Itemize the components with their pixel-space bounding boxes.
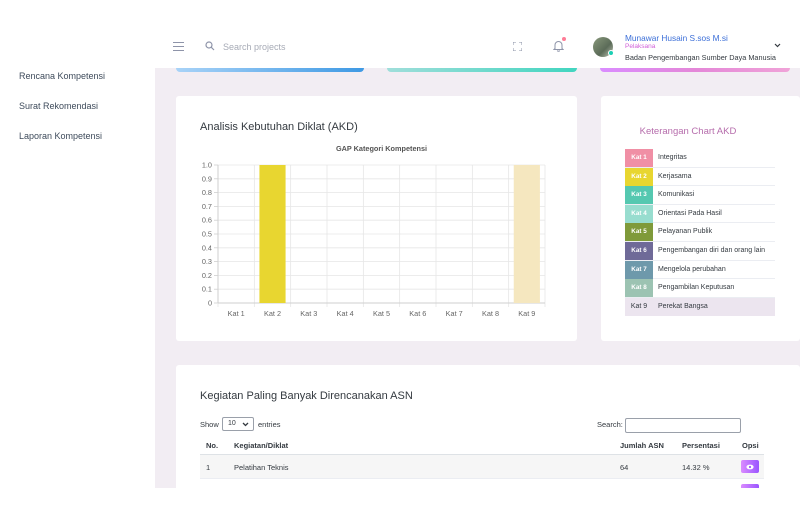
show-label: Show bbox=[200, 420, 219, 429]
stat-card-pink bbox=[600, 68, 790, 72]
column-header-no[interactable]: No. bbox=[206, 441, 219, 450]
akd-chart-card: Analisis Kebutuhan Diklat (AKD) GAP Kate… bbox=[176, 96, 577, 341]
table-row: 1 Pelatihan Teknis 64 14.32 % bbox=[200, 455, 764, 479]
legend-row: Kat 2 Kerjasama bbox=[625, 167, 775, 187]
bar-kat-9 bbox=[513, 165, 540, 303]
column-header-jumlah[interactable]: Jumlah ASN bbox=[620, 441, 664, 450]
stat-card-teal bbox=[387, 68, 577, 72]
legend-label: Kerjasama bbox=[658, 172, 692, 180]
y-tick-label: 0 bbox=[208, 299, 212, 308]
row-no: 1 bbox=[206, 463, 211, 472]
view-button[interactable] bbox=[741, 484, 759, 488]
legend-card-title: Keterangan Chart AKD bbox=[639, 126, 737, 137]
y-tick-label: 0.5 bbox=[202, 230, 212, 239]
column-header-opsi[interactable]: Opsi bbox=[742, 441, 759, 450]
akd-legend-card: Keterangan Chart AKD Kat 1 Integritas Kat … bbox=[601, 96, 800, 341]
y-tick-label: 1.0 bbox=[202, 161, 212, 170]
x-tick-label: Kat 4 bbox=[337, 309, 354, 318]
legend-row: Kat 9 Perekat Bangsa bbox=[625, 297, 775, 317]
akd-bar-chart: GAP Kategori Kompetensi 0 0.1 0.2 0.3 0.4 0.5 0… bbox=[202, 144, 546, 318]
entries-select[interactable]: 10 bbox=[222, 417, 254, 431]
activity-card: Kegiatan Paling Banyak Direncanakan ASN … bbox=[176, 365, 800, 488]
notification-dot bbox=[562, 37, 566, 41]
x-tick-label: Kat 2 bbox=[264, 309, 281, 318]
legend-row: Kat 4 Orientasi Pada Hasil bbox=[625, 204, 775, 224]
menu-icon[interactable] bbox=[173, 42, 184, 52]
entries-label: entries bbox=[258, 420, 281, 429]
chevron-down-icon[interactable] bbox=[774, 43, 781, 48]
y-tick-label: 0.2 bbox=[202, 271, 212, 280]
row-persentasi: 14.32 % bbox=[682, 463, 710, 472]
y-tick-label: 0.7 bbox=[202, 202, 212, 211]
chevron-down-icon bbox=[242, 422, 249, 427]
bar-kat-2 bbox=[259, 165, 286, 303]
sidebar: Rencana Kompetensi Surat Rekomendasi Lap… bbox=[0, 0, 155, 510]
sidebar-item-laporan-kompetensi[interactable]: Laporan Kompetensi bbox=[19, 131, 103, 141]
column-header-persentasi[interactable]: Persentasi bbox=[682, 441, 720, 450]
user-organization: Badan Pengembangan Sumber Daya Manusia bbox=[625, 53, 776, 62]
x-tick-label: Kat 8 bbox=[482, 309, 499, 318]
table-search-input[interactable] bbox=[625, 418, 741, 433]
legend-code: Kat 9 bbox=[625, 297, 653, 316]
legend-code: Kat 3 bbox=[625, 186, 653, 205]
search-label: Search: bbox=[597, 420, 623, 429]
eye-icon bbox=[746, 464, 754, 469]
sidebar-item-rencana-kompetensi[interactable]: Rencana Kompetensi bbox=[19, 71, 106, 81]
legend-row: Kat 7 Mengelola perubahan bbox=[625, 260, 775, 280]
x-tick-label: Kat 3 bbox=[300, 309, 317, 318]
x-tick-label: Kat 1 bbox=[228, 309, 245, 318]
legend-code: Kat 6 bbox=[625, 242, 653, 260]
x-tick-label: Kat 9 bbox=[518, 309, 535, 318]
entries-control: Show 10 entries bbox=[200, 417, 320, 434]
legend-code: Kat 2 bbox=[625, 167, 653, 186]
y-tick-label: 0.8 bbox=[202, 188, 212, 197]
legend-row: Kat 3 Komunikasi bbox=[625, 186, 775, 205]
legend-row: Kat 6 Pengembangan diri dan orang lain bbox=[625, 242, 775, 261]
legend-label: Perekat Bangsa bbox=[658, 302, 708, 310]
x-tick-label: Kat 6 bbox=[409, 309, 426, 318]
y-tick-label: 0.1 bbox=[202, 285, 212, 294]
legend-label: Integritas bbox=[658, 154, 687, 161]
y-tick-label: 0.6 bbox=[202, 216, 212, 225]
online-status-icon bbox=[608, 50, 614, 56]
search-icon bbox=[205, 41, 215, 51]
entries-value: 10 bbox=[228, 420, 236, 427]
legend-row: Kat 5 Pelayanan Publik bbox=[625, 223, 775, 242]
legend-label: Orientasi Pada Hasil bbox=[658, 209, 722, 217]
akd-card-title: Analisis Kebutuhan Diklat (AKD) bbox=[200, 121, 358, 133]
legend-label: Komunikasi bbox=[658, 191, 695, 199]
sidebar-item-surat-rekomendasi[interactable]: Surat Rekomendasi bbox=[19, 101, 99, 111]
legend-code: Kat 8 bbox=[625, 279, 653, 298]
view-button[interactable] bbox=[741, 460, 759, 473]
y-tick-label: 0.9 bbox=[202, 174, 212, 183]
table-header-divider bbox=[200, 454, 764, 456]
row-kegiatan: Pelatihan Teknis bbox=[234, 463, 289, 472]
row-jumlah: 64 bbox=[620, 463, 629, 472]
column-header-kegiatan[interactable]: Kegiatan/Diklat bbox=[234, 441, 289, 450]
search-input[interactable] bbox=[223, 38, 403, 56]
user-name[interactable]: Munawar Husain S.sos M.si bbox=[625, 33, 728, 43]
legend-code: Kat 4 bbox=[625, 204, 653, 223]
legend-label: Pengembangan diri dan orang lain bbox=[658, 247, 766, 254]
legend-code: Kat 5 bbox=[625, 223, 653, 242]
stat-card-blue bbox=[176, 68, 364, 72]
legend-code: Kat 7 bbox=[625, 260, 653, 279]
activity-card-title: Kegiatan Paling Banyak Direncanakan ASN bbox=[200, 390, 413, 402]
legend-code: Kat 1 bbox=[625, 149, 653, 167]
top-navbar: Munawar Husain S.sos M.si Pelaksana Bada… bbox=[155, 0, 800, 68]
legend-label: Pelayanan Publik bbox=[658, 228, 713, 236]
legend-label: Mengelola perubahan bbox=[658, 265, 726, 273]
legend-row: Kat 1 Integritas bbox=[625, 149, 775, 168]
main-content: Analisis Kebutuhan Diklat (AKD) GAP Kate… bbox=[155, 68, 800, 488]
legend-row: Kat 8 Pengambilan Keputusan bbox=[625, 279, 775, 298]
bell-icon[interactable] bbox=[553, 40, 564, 52]
chart-title: GAP Kategori Kompetensi bbox=[336, 144, 427, 153]
x-tick-label: Kat 7 bbox=[446, 309, 463, 318]
legend-label: Pengambilan Keputusan bbox=[658, 284, 735, 292]
y-tick-label: 0.3 bbox=[202, 257, 212, 266]
y-tick-label: 0.4 bbox=[202, 243, 212, 252]
user-role: Pelaksana bbox=[625, 43, 656, 50]
x-tick-label: Kat 5 bbox=[373, 309, 390, 318]
fullscreen-icon[interactable] bbox=[513, 42, 522, 51]
